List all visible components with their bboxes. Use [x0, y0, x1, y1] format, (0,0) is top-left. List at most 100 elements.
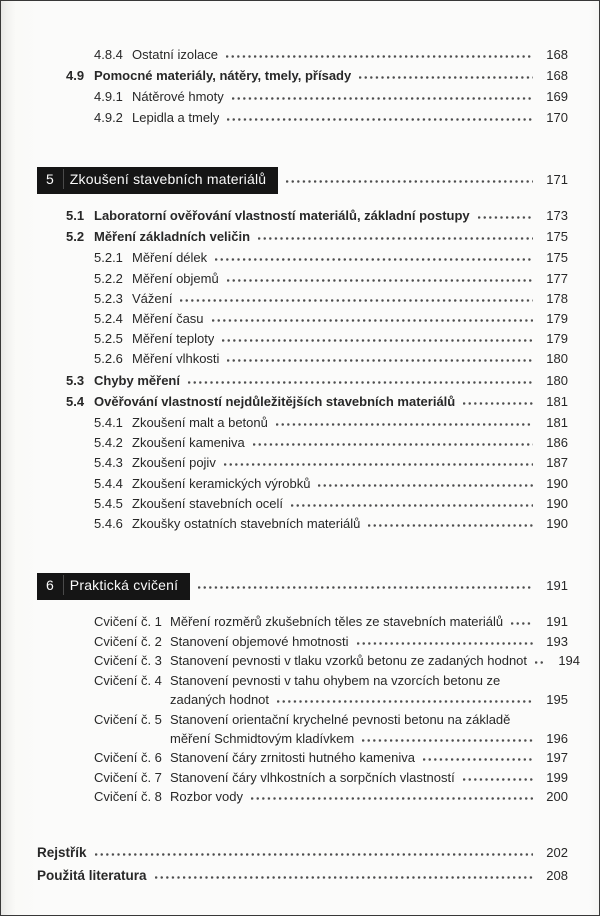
dot-leader — [215, 250, 533, 263]
page-number: 168 — [546, 47, 568, 62]
entry-label: Stanovení čáry vlhkostních a sorpčních v… — [170, 769, 455, 785]
page-number: 178 — [546, 290, 568, 306]
toc-entry-row: Cvičení č. 5 měření Schmidtovým kladívke… — [37, 729, 568, 748]
toc-entry-row: 5.2.6 Měření vlhkosti 180 — [37, 349, 568, 369]
entry-label: Měření délek — [132, 250, 208, 266]
page-number: 181 — [546, 415, 568, 431]
entry-label: Stanovení pevnosti v tlaku vzorků betonu… — [170, 653, 528, 669]
dot-leader — [226, 270, 533, 283]
entry-label: Zkoušení kameniva — [132, 435, 245, 451]
entry-number: 5.4.4 — [94, 475, 123, 491]
toc-chapter-row: 5 Zkoušení stavebních materiálů 171 — [37, 166, 568, 195]
entry-number: 5.2.6 — [94, 351, 123, 367]
entry-number: 5.2.3 — [94, 290, 123, 306]
dot-leader — [362, 730, 533, 743]
dot-leader — [422, 750, 533, 763]
page-number: 171 — [546, 171, 568, 187]
dot-leader — [227, 351, 533, 364]
entry-number: Cvičení č. 6 — [94, 750, 162, 766]
dot-leader — [222, 331, 533, 344]
dot-leader — [291, 495, 533, 508]
entry-number: Cvičení č. 7 — [94, 769, 162, 785]
entry-label: Použitá literatura — [37, 867, 147, 883]
entry-label: Měření teploty — [132, 331, 215, 347]
toc-entry-row: Cvičení č. 6 Stanovení čáry zrnitosti hu… — [37, 748, 568, 767]
entry-label: Měření rozměrů zkušebních těles ze stave… — [170, 614, 504, 630]
entry-number: 5.1 — [66, 208, 85, 224]
entry-number: Cvičení č. 4 — [94, 672, 162, 688]
dot-leader — [462, 769, 533, 782]
entry-label: Pomocné materiály, nátěry, tmely, přísad… — [94, 68, 352, 84]
entry-number: 5.2.1 — [94, 250, 123, 266]
page-number: 175 — [546, 250, 568, 266]
toc-entry-row: 5.4.1 Zkoušení malt a betonů 181 — [37, 413, 568, 433]
dot-leader — [231, 89, 533, 102]
entry-number: 5.2.4 — [94, 311, 123, 327]
dot-leader — [227, 109, 533, 122]
toc-entry-row: 4.9.2 Lepidla a tmely 170 — [37, 108, 568, 128]
dot-leader — [368, 516, 533, 529]
toc-entry-row: 5.2 Měření základních veličin 175 — [37, 227, 568, 247]
toc-entry-row: Cvičení č. 5 Stanovení orientační kryche… — [37, 710, 568, 729]
toc-entry-row: Cvičení č. 1 Měření rozměrů zkušebních t… — [37, 612, 568, 631]
entry-label: Chyby měření — [94, 372, 180, 388]
page-number: 169 — [546, 89, 568, 105]
toc-entry-row: 5.4.6 Zkoušky ostatních stavebních mater… — [37, 514, 568, 534]
page-number: 196 — [546, 730, 568, 746]
table-of-contents: 4.8.4 Ostatní izolace 168 4.9 Pomocné ma… — [1, 1, 599, 886]
chapter-badge: 6 Praktická cvičení — [37, 573, 191, 601]
toc-entry-row: 5.4.5 Zkoušení stavebních ocelí 190 — [37, 494, 568, 514]
entry-number: Cvičení č. 2 — [94, 633, 162, 649]
chapter-title: Praktická cvičení — [69, 577, 179, 594]
dot-leader — [277, 692, 533, 705]
entry-label: Měření základních veličin — [94, 229, 251, 245]
entry-number: 5.4.6 — [94, 516, 123, 532]
entry-number: 5.2.5 — [94, 331, 123, 347]
toc-entry-row: 5.2.2 Měření objemů 177 — [37, 269, 568, 289]
toc-entry-row: Cvičení č. 3 Stanovení pevnosti v tlaku … — [37, 651, 580, 670]
page-number: 168 — [546, 68, 568, 84]
entry-number: 5.4.2 — [94, 435, 123, 451]
dot-leader — [535, 653, 546, 666]
toc-entry-row: 4.8.4 Ostatní izolace 168 — [37, 45, 568, 65]
dot-leader — [359, 68, 533, 81]
dot-leader — [463, 393, 533, 406]
entry-number: 5.3 — [66, 372, 85, 388]
dot-leader — [180, 290, 533, 303]
entry-number: 4.9 — [66, 68, 85, 84]
page-number: 190 — [546, 475, 568, 491]
toc-entry-row: 5.2.5 Měření teploty 179 — [37, 329, 568, 349]
entry-label: Rozbor vody — [170, 789, 243, 805]
entry-number: 5.4.1 — [94, 415, 123, 431]
dot-leader — [258, 229, 533, 242]
page-number: 197 — [546, 750, 568, 766]
dot-leader — [356, 633, 533, 646]
toc-entry-row: 5.3 Chyby měření 180 — [37, 371, 568, 391]
dot-leader — [511, 614, 533, 627]
entry-label: Měření objemů — [132, 270, 219, 286]
dot-leader — [250, 789, 533, 802]
entry-label: Zkoušení pojiv — [132, 455, 216, 471]
page-number: 191 — [546, 614, 568, 630]
page-number: 186 — [546, 435, 568, 451]
entry-number: 4.9.1 — [94, 89, 123, 105]
entry-label: Stanovení čáry zrnitosti hutného kameniv… — [170, 750, 415, 766]
dot-leader — [223, 455, 533, 468]
entry-label: Lepidla a tmely — [132, 109, 220, 125]
page-number: 208 — [546, 867, 568, 883]
toc-entry-row: 5.1 Laboratorní ověřování vlastností mat… — [37, 206, 568, 226]
entry-label: zadaných hodnot — [170, 692, 270, 708]
entry-number: Cvičení č. 3 — [94, 653, 162, 669]
page-number: 175 — [546, 229, 568, 245]
toc-entry-row: 5.4.3 Zkoušení pojiv 187 — [37, 453, 568, 473]
page-number: 180 — [546, 351, 568, 367]
entry-number: 5.2.2 — [94, 270, 123, 286]
dot-leader — [226, 47, 533, 59]
entry-label: měření Schmidtovým kladívkem — [170, 730, 355, 746]
entry-label: Stanovení objemové hmotnosti — [170, 633, 349, 649]
toc-entry-row: 5.4.4 Zkoušení keramických výrobků 190 — [37, 474, 568, 494]
entry-number: Cvičení č. 8 — [94, 789, 162, 805]
entry-number: 4.9.2 — [94, 109, 123, 125]
entry-label: Ověřování vlastností nejdůležitějších st… — [94, 393, 456, 409]
entry-number: 5.4.5 — [94, 495, 123, 511]
